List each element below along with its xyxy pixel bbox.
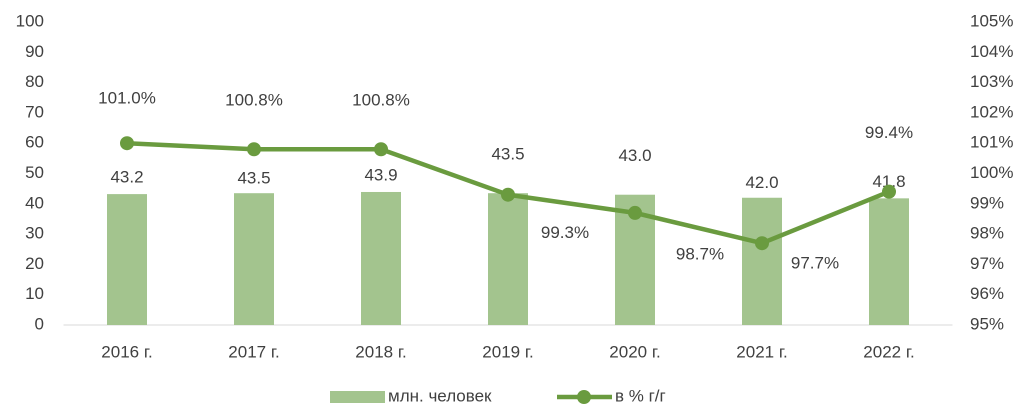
legend-marker bbox=[577, 390, 591, 404]
legend-label: в % г/г bbox=[615, 386, 666, 405]
x-tick-label: 2022 г. bbox=[863, 342, 914, 361]
line-value-label: 99.3% bbox=[541, 223, 589, 242]
y2-tick-label: 98% bbox=[970, 224, 1004, 243]
bar-value-label: 43.0 bbox=[618, 146, 651, 165]
y2-tick-label: 103% bbox=[970, 72, 1013, 91]
x-tick-label: 2016 г. bbox=[101, 342, 152, 361]
line-value-label: 99.4% bbox=[865, 123, 913, 142]
bar bbox=[361, 191, 401, 325]
line-marker bbox=[755, 236, 769, 251]
line-marker bbox=[628, 205, 642, 220]
bar-value-label: 41.8 bbox=[872, 172, 905, 191]
line-marker bbox=[374, 142, 388, 157]
bar-value-label: 43.5 bbox=[491, 145, 524, 164]
bar-value-label: 43.2 bbox=[110, 168, 143, 187]
line-marker bbox=[882, 184, 896, 199]
y-tick-label: 90 bbox=[25, 42, 44, 61]
bar-value-label: 43.9 bbox=[364, 165, 397, 184]
y2-tick-label: 104% bbox=[970, 42, 1013, 61]
legend-label: млн. человек bbox=[388, 386, 492, 405]
y-tick-label: 0 bbox=[35, 314, 44, 333]
y-tick-label: 50 bbox=[25, 163, 44, 182]
bar bbox=[234, 193, 274, 325]
x-tick-label: 2021 г. bbox=[736, 342, 787, 361]
y2-tick-label: 97% bbox=[970, 254, 1004, 273]
y2-tick-label: 99% bbox=[970, 193, 1004, 212]
y-tick-label: 20 bbox=[25, 254, 44, 273]
y2-tick-label: 101% bbox=[970, 133, 1013, 152]
y-tick-label: 60 bbox=[25, 133, 44, 152]
y-tick-label: 10 bbox=[25, 284, 44, 303]
y2-tick-label: 100% bbox=[970, 163, 1013, 182]
bar-value-label: 42.0 bbox=[745, 173, 778, 192]
y-tick-label: 70 bbox=[25, 102, 44, 121]
x-tick-label: 2018 г. bbox=[355, 342, 406, 361]
bar bbox=[107, 194, 147, 325]
x-tick-label: 2019 г. bbox=[482, 342, 533, 361]
y2-tick-label: 95% bbox=[970, 314, 1004, 333]
x-tick-label: 2020 г. bbox=[609, 342, 660, 361]
line-marker bbox=[120, 136, 134, 151]
y-tick-label: 30 bbox=[25, 224, 44, 243]
y2-tick-label: 105% bbox=[970, 11, 1013, 30]
line-value-label: 101.0% bbox=[98, 89, 156, 108]
y2-tick-label: 96% bbox=[970, 284, 1004, 303]
bar bbox=[742, 197, 782, 325]
y2-tick-label: 102% bbox=[970, 102, 1013, 121]
y-tick-label: 80 bbox=[25, 72, 44, 91]
bar-value-label: 43.5 bbox=[237, 169, 270, 188]
line-value-label: 97.7% bbox=[791, 254, 839, 273]
bar bbox=[869, 198, 909, 325]
line-value-label: 100.8% bbox=[225, 91, 283, 110]
line-value-label: 100.8% bbox=[352, 91, 410, 110]
line-marker bbox=[501, 187, 515, 202]
y-tick-label: 100 bbox=[16, 11, 44, 30]
legend-swatch bbox=[330, 391, 385, 403]
line-marker bbox=[247, 142, 261, 157]
x-tick-label: 2017 г. bbox=[228, 342, 279, 361]
bar bbox=[488, 193, 528, 325]
line-value-label: 98.7% bbox=[676, 244, 724, 263]
y-tick-label: 40 bbox=[25, 193, 44, 212]
